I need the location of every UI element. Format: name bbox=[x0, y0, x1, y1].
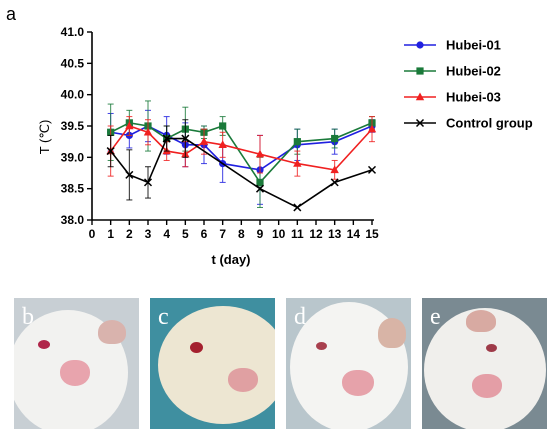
panel-label-e: e bbox=[430, 304, 441, 330]
data-point bbox=[125, 170, 134, 179]
data-point bbox=[219, 122, 227, 130]
data-point bbox=[367, 124, 377, 133]
legend-item: Control group bbox=[404, 116, 533, 131]
guinea-pig-ear bbox=[98, 320, 126, 344]
guinea-pig-eye bbox=[38, 340, 50, 349]
photo-panel-e: e bbox=[422, 298, 547, 429]
y-axis-label: T (℃) bbox=[37, 120, 52, 155]
guinea-pig-eye bbox=[190, 342, 203, 353]
photo-panel-c: c bbox=[150, 298, 275, 429]
x-tick-label: 11 bbox=[291, 227, 304, 241]
guinea-pig-nose bbox=[60, 360, 90, 386]
x-marker-stroke bbox=[330, 178, 339, 187]
chart-marks bbox=[106, 100, 377, 212]
x-marker-stroke bbox=[367, 165, 377, 174]
panel-label-a: a bbox=[6, 4, 17, 24]
chart-legend: Hubei-01 Hubei-02 Hubei-03 Control group bbox=[404, 38, 533, 131]
y-tick-label: 40.0 bbox=[61, 88, 85, 102]
y-tick-label: 39.5 bbox=[61, 119, 85, 133]
panel-label-b: b bbox=[22, 304, 34, 330]
legend-item: Hubei-03 bbox=[404, 90, 501, 105]
temperature-chart: a 38.038.539.039.540.040.541.00 1 2 3 4 5 6 7 8 9… bbox=[6, 4, 533, 267]
x-tick-label: 1 bbox=[107, 227, 114, 241]
guinea-pig-eye bbox=[486, 344, 497, 352]
data-point bbox=[416, 67, 424, 75]
data-point bbox=[106, 147, 115, 156]
data-point bbox=[416, 41, 424, 49]
x-tick-label: 4 bbox=[163, 227, 170, 241]
x-tick-label: 9 bbox=[257, 227, 264, 241]
photo-panel-d: d bbox=[286, 298, 411, 429]
legend-label: Hubei-03 bbox=[446, 90, 501, 105]
data-point bbox=[415, 92, 425, 101]
x-axis-label: t (day) bbox=[212, 252, 251, 267]
data-point bbox=[125, 121, 134, 130]
x-tick-label: 10 bbox=[272, 227, 286, 241]
data-point bbox=[367, 165, 377, 174]
data-point bbox=[162, 134, 171, 143]
data-point bbox=[199, 137, 209, 145]
x-marker-stroke bbox=[143, 178, 153, 187]
legend-item: Hubei-01 bbox=[404, 38, 501, 53]
x-marker-stroke bbox=[255, 184, 265, 193]
legend-label: Hubei-01 bbox=[446, 38, 501, 53]
data-point bbox=[415, 118, 425, 128]
x-tick-label: 2 bbox=[126, 227, 133, 241]
data-point bbox=[143, 178, 153, 187]
data-point bbox=[331, 134, 339, 143]
legend-label: Control group bbox=[446, 116, 533, 131]
x-tick-label: 13 bbox=[328, 227, 342, 241]
panel-label-d: d bbox=[294, 304, 306, 330]
guinea-pig-head bbox=[158, 306, 275, 424]
guinea-pig-ear bbox=[466, 310, 496, 332]
data-point bbox=[143, 127, 153, 136]
data-point bbox=[293, 138, 301, 146]
y-tick-label: 38.0 bbox=[61, 213, 85, 227]
data-point bbox=[330, 165, 339, 174]
x-tick-label: 5 bbox=[182, 227, 189, 241]
photo-panel-b: b bbox=[14, 298, 139, 429]
x-marker-stroke bbox=[162, 134, 171, 143]
x-tick-label: 14 bbox=[347, 227, 361, 241]
guinea-pig-ear bbox=[378, 318, 406, 348]
y-tick-label: 41.0 bbox=[61, 25, 85, 39]
x-marker-stroke bbox=[106, 147, 115, 156]
panel-label-c: c bbox=[158, 304, 169, 330]
data-point bbox=[181, 134, 190, 143]
x-tick-label: 8 bbox=[238, 227, 245, 241]
x-tick-label: 0 bbox=[89, 227, 96, 241]
y-tick-label: 39.0 bbox=[61, 150, 85, 164]
x-tick-label: 7 bbox=[219, 227, 226, 241]
data-point bbox=[255, 149, 265, 158]
data-point bbox=[255, 184, 265, 193]
legend-item: Hubei-02 bbox=[404, 64, 501, 79]
y-tick-label: 38.5 bbox=[61, 182, 85, 196]
y-tick-label: 40.5 bbox=[61, 56, 85, 70]
guinea-pig-nose bbox=[472, 374, 502, 398]
x-tick-label: 12 bbox=[309, 227, 323, 241]
data-point bbox=[218, 140, 227, 148]
x-tick-label: 6 bbox=[201, 227, 208, 241]
x-tick-label: 3 bbox=[145, 227, 152, 241]
x-marker-stroke bbox=[293, 203, 302, 212]
x-tick-label: 15 bbox=[365, 227, 379, 241]
data-point bbox=[293, 159, 302, 167]
data-point bbox=[330, 178, 339, 187]
legend-label: Hubei-02 bbox=[446, 64, 501, 79]
series-control-group bbox=[106, 119, 377, 212]
guinea-pig-eye bbox=[316, 342, 327, 350]
x-marker-stroke bbox=[125, 170, 134, 179]
data-point bbox=[256, 178, 264, 186]
x-marker-stroke bbox=[181, 134, 190, 143]
data-point bbox=[293, 203, 302, 212]
guinea-pig-nose bbox=[342, 370, 374, 396]
chart-axes: 38.038.539.039.540.040.541.00 1 2 3 4 5 6 7 8 9 10… bbox=[61, 25, 379, 241]
x-marker-stroke bbox=[415, 118, 425, 128]
guinea-pig-nose bbox=[228, 368, 258, 392]
series-hubei-03 bbox=[106, 116, 377, 180]
